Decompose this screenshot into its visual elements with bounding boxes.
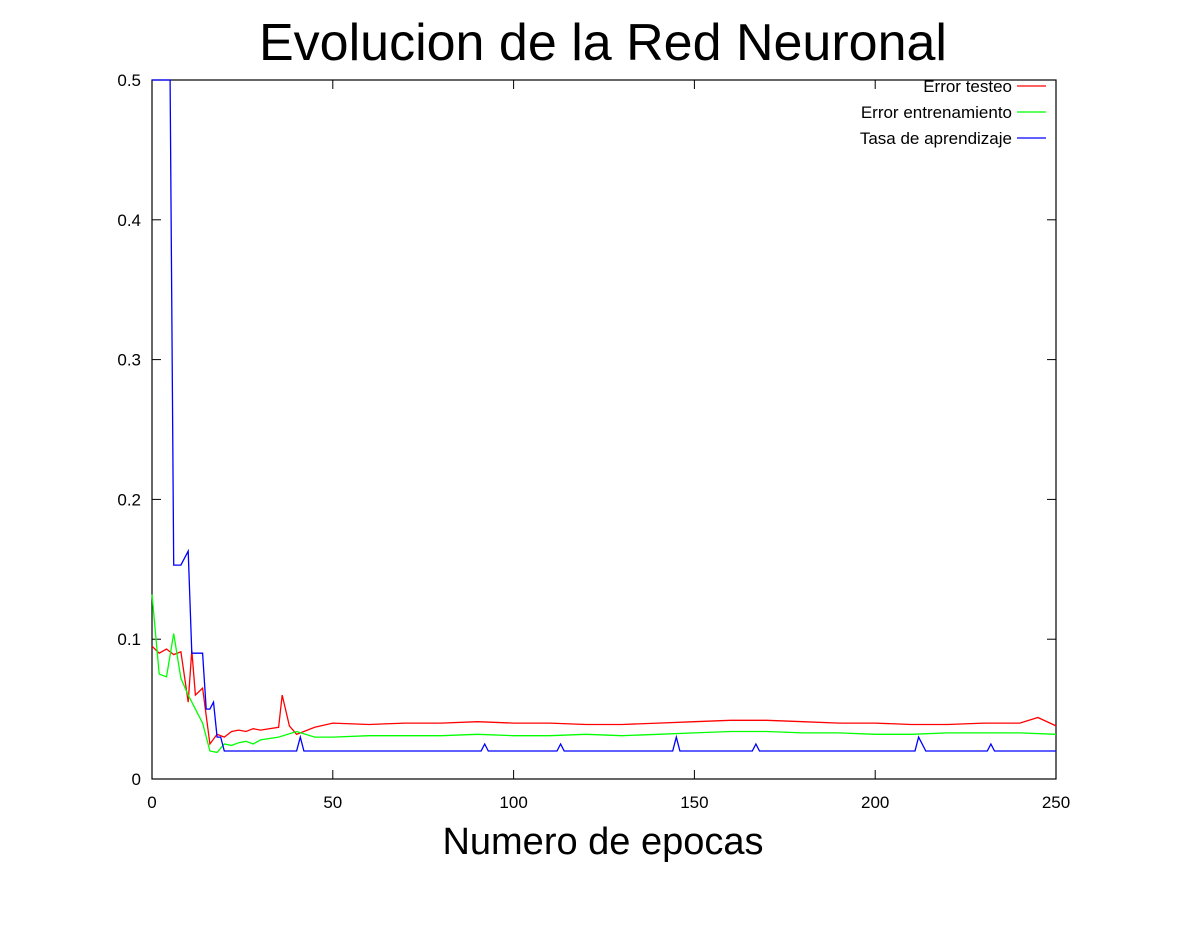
legend-label: Error entrenamiento: [861, 103, 1012, 122]
chart-title: Evolucion de la Red Neuronal: [259, 14, 947, 72]
y-tick-label: 0.3: [117, 351, 141, 370]
legend-label: Error testeo: [923, 77, 1012, 96]
y-tick-label: 0: [132, 770, 141, 789]
x-axis-label: Numero de epocas: [442, 821, 763, 863]
y-tick-label: 0.5: [117, 71, 141, 90]
x-tick-label: 150: [680, 793, 708, 812]
y-axis: 0 0.1 0.2 0.3 0.4 0.5: [117, 71, 1056, 789]
plot-area: [151, 79, 1057, 780]
series-line-error-entrenamiento: [151, 594, 1057, 754]
plot-border: [151, 79, 1057, 780]
legend: Error testeo Error entrenamiento Tasa de a…: [860, 77, 1046, 148]
series-lines: [151, 79, 1057, 754]
x-tick-label: 50: [323, 793, 342, 812]
y-tick-label: 0.1: [117, 630, 141, 649]
x-tick-label: 0: [147, 793, 156, 812]
x-axis: 0 50 100 150 200 250: [147, 80, 1070, 812]
y-tick-label: 0.2: [117, 490, 141, 509]
x-tick-label: 200: [861, 793, 889, 812]
y-tick-label: 0.4: [117, 211, 141, 230]
legend-label: Tasa de aprendizaje: [860, 129, 1012, 148]
series-line-tasa-de-aprendizaje: [152, 79, 1056, 752]
series-line-error-testeo: [151, 645, 1057, 746]
x-tick-label: 250: [1042, 793, 1070, 812]
x-tick-label: 100: [499, 793, 527, 812]
